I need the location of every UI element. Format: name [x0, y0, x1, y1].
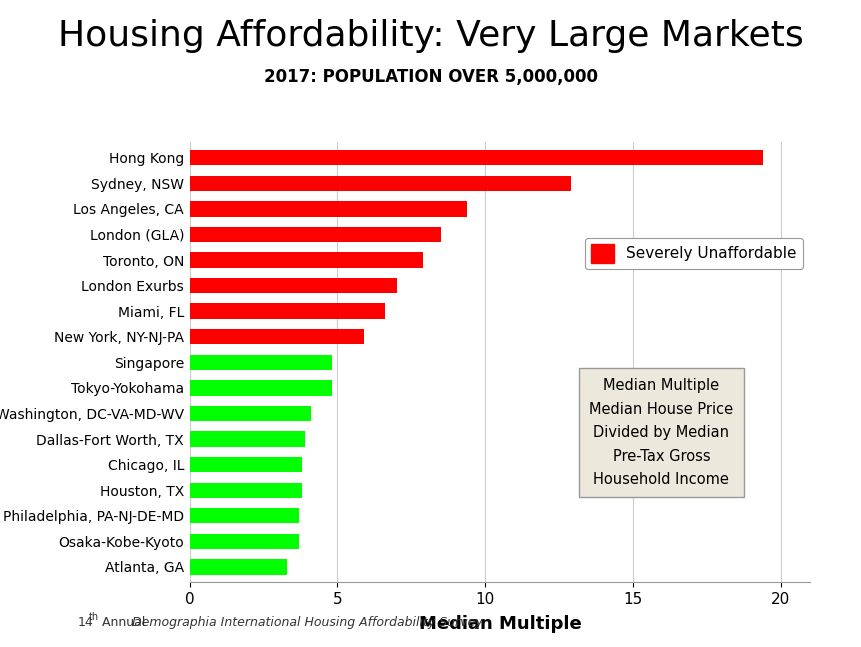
Text: th: th	[89, 613, 99, 622]
Text: 2017: POPULATION OVER 5,000,000: 2017: POPULATION OVER 5,000,000	[263, 68, 598, 86]
Bar	[189, 355, 331, 370]
Text: Demographia International Housing Affordability Survey: Demographia International Housing Afford…	[132, 616, 482, 629]
Bar	[189, 508, 299, 523]
Bar	[189, 201, 467, 217]
Bar	[189, 406, 311, 421]
Text: Housing Affordability: Very Large Markets: Housing Affordability: Very Large Market…	[58, 19, 803, 54]
Bar	[189, 380, 331, 395]
Bar	[189, 534, 299, 549]
X-axis label: Median Multiple: Median Multiple	[418, 615, 580, 633]
Bar	[189, 226, 440, 242]
Text: Annual: Annual	[98, 616, 150, 629]
Bar	[189, 150, 762, 166]
Bar	[189, 252, 423, 268]
Bar	[189, 278, 396, 293]
Bar	[189, 483, 301, 498]
Bar	[189, 329, 363, 344]
Bar	[189, 457, 301, 472]
Bar	[189, 175, 570, 191]
Bar	[189, 559, 287, 575]
Text: Median Multiple
Median House Price
Divided by Median
Pre-Tax Gross
Household Inc: Median Multiple Median House Price Divid…	[589, 378, 733, 487]
Text: 14: 14	[77, 616, 93, 629]
Bar	[189, 303, 384, 319]
Legend: Severely Unaffordable: Severely Unaffordable	[584, 238, 802, 269]
Bar	[189, 432, 305, 446]
